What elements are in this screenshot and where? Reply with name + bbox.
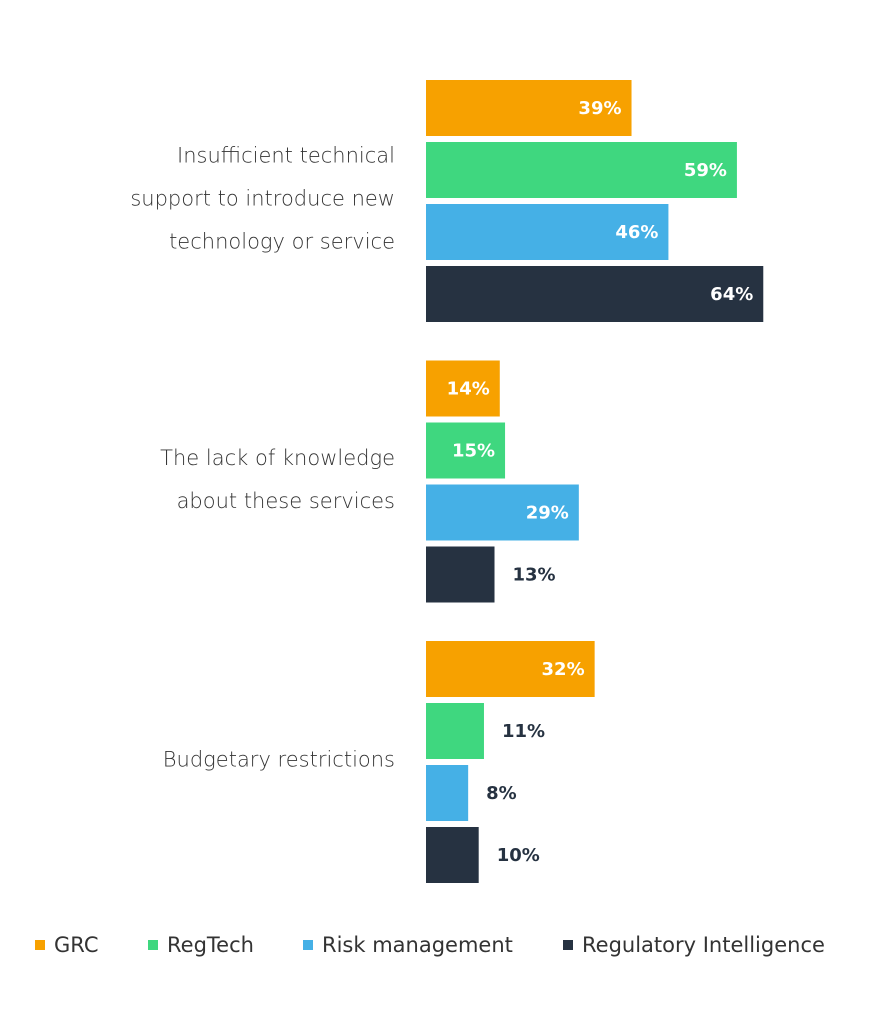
legend-marker (35, 940, 45, 950)
legend-label: RegTech (167, 933, 254, 957)
value-label: 15% (452, 441, 495, 462)
bar (426, 266, 764, 322)
legend-label: Risk management (322, 933, 513, 957)
value-label: 11% (502, 721, 545, 742)
bar (426, 546, 495, 603)
value-label: 39% (578, 98, 621, 119)
bar (426, 484, 579, 541)
legend-marker (148, 940, 158, 950)
bar (426, 422, 506, 479)
legend-label: Regulatory Intelligence (582, 933, 825, 957)
bar (426, 765, 469, 821)
value-label: 64% (710, 284, 753, 305)
legend-marker (563, 940, 573, 950)
value-label: 29% (526, 503, 569, 524)
bar (426, 827, 479, 883)
bar (426, 641, 595, 697)
value-label: 14% (447, 379, 490, 400)
bar (426, 80, 632, 136)
value-label: 46% (615, 222, 658, 243)
value-label: 32% (542, 659, 585, 680)
value-label: 8% (486, 783, 517, 804)
legend-marker (303, 940, 313, 950)
legend-label: GRC (54, 933, 98, 957)
bar (426, 204, 669, 260)
value-label: 10% (497, 845, 540, 866)
bar (426, 142, 737, 198)
value-label: 13% (513, 565, 556, 586)
category-label: Budgetary restrictions (162, 747, 395, 772)
category-label: The lack of knowledge about these servic… (160, 445, 395, 513)
bar (426, 703, 484, 759)
category-label: Insufficient technical support to introd… (130, 143, 395, 254)
bar (426, 360, 500, 417)
value-label: 59% (684, 160, 727, 181)
